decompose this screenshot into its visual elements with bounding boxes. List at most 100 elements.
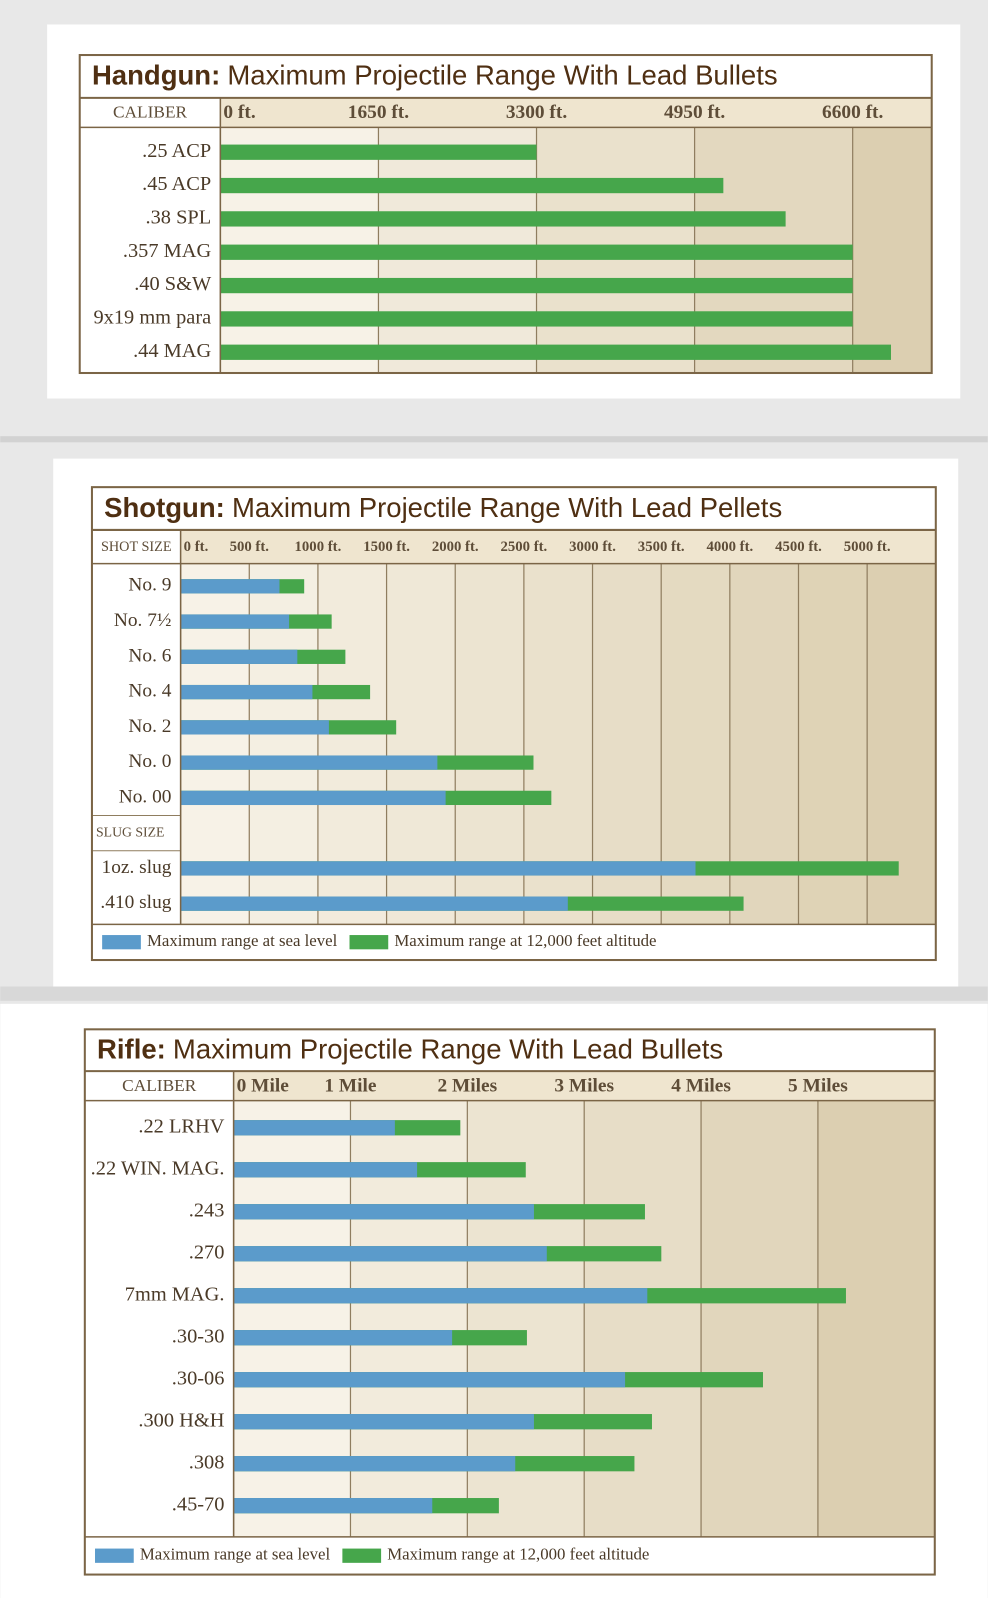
legend-swatch <box>342 1548 382 1563</box>
header-row <box>233 1071 935 1101</box>
frame-border <box>78 54 933 375</box>
bar <box>233 1414 534 1430</box>
y-tick-label: .30-06 <box>172 1367 225 1389</box>
x-tick-label: 3300 ft. <box>506 102 567 123</box>
bar <box>220 244 853 260</box>
y-tick-label: 9x19 mm para <box>93 307 211 329</box>
y-tick-label: .243 <box>189 1199 225 1221</box>
y-tick-label: 7mm MAG. <box>125 1283 225 1305</box>
chart-title: Maximum Projectile Range With Lead Pelle… <box>232 492 782 523</box>
chart-title: Maximum Projectile Range With Lead Bulle… <box>227 60 777 91</box>
x-tick-label: 0 ft. <box>184 539 209 555</box>
section-label: SLUG SIZE <box>96 824 164 839</box>
chart-title-prefix: Shotgun: <box>104 492 225 523</box>
y-axis-label: CALIBER <box>113 103 188 122</box>
y-tick-label: No. 6 <box>128 645 171 666</box>
bar <box>180 790 446 806</box>
legend-label: Maximum range at sea level <box>147 931 338 950</box>
y-axis-label: CALIBER <box>122 1076 197 1095</box>
bar <box>233 1498 433 1514</box>
bar <box>180 755 438 770</box>
x-tick-label: 0 ft. <box>223 102 255 123</box>
x-tick-label: 4000 ft. <box>706 539 753 555</box>
y-tick-label: No. 00 <box>119 786 172 807</box>
x-tick-label: 3000 ft. <box>569 539 616 555</box>
y-tick-label: .357 MAG <box>123 240 212 262</box>
y-tick-label: .308 <box>189 1451 225 1473</box>
bar <box>233 1330 453 1346</box>
column-band <box>584 1100 702 1537</box>
header-row <box>180 529 936 564</box>
y-tick-label: No. 4 <box>128 681 171 702</box>
bar <box>233 1456 516 1472</box>
column-band <box>852 127 932 374</box>
x-tick-label: 6600 ft. <box>822 102 883 123</box>
bar <box>220 144 537 160</box>
y-tick-label: 1oz. slug <box>102 857 172 878</box>
y-axis-label: SHOT SIZE <box>101 539 172 555</box>
y-tick-label: .300 H&H <box>138 1409 224 1431</box>
bar <box>233 1246 547 1262</box>
bar <box>220 211 786 227</box>
y-tick-label: .22 WIN. MAG. <box>91 1157 225 1179</box>
bar <box>233 1162 418 1178</box>
x-tick-label: 2500 ft. <box>501 539 548 555</box>
bar <box>233 1288 648 1304</box>
bar <box>180 720 329 735</box>
y-tick-label: .22 LRHV <box>138 1115 224 1137</box>
chart-title-prefix: Handgun: <box>92 60 220 91</box>
legend-label: Maximum range at 12,000 feet altitude <box>394 931 656 950</box>
chart-title: Maximum Projectile Range With Lead Bulle… <box>173 1034 723 1065</box>
y-tick-label: .30-30 <box>172 1325 225 1347</box>
y-tick-label: No. 0 <box>128 751 171 772</box>
bar <box>180 861 696 876</box>
y-tick-label: .25 ACP <box>142 140 211 162</box>
legend-label: Maximum range at sea level <box>140 1545 331 1564</box>
x-tick-label: 4 Miles <box>671 1075 731 1096</box>
bar <box>233 1120 395 1136</box>
legend-swatch <box>349 935 389 950</box>
bar <box>180 579 280 594</box>
bar <box>180 649 298 664</box>
bar <box>233 1372 626 1388</box>
y-tick-label: .270 <box>189 1241 225 1263</box>
y-tick-label: .45 ACP <box>142 173 211 195</box>
bar <box>233 1204 534 1220</box>
x-tick-label: 2000 ft. <box>432 539 479 555</box>
y-tick-label: .40 S&W <box>134 273 212 295</box>
y-tick-label: .45-70 <box>172 1493 225 1515</box>
chart-title-prefix: Rifle: <box>97 1034 166 1065</box>
x-tick-label: 2 Miles <box>437 1075 497 1096</box>
bar <box>220 311 853 327</box>
legend-swatch <box>95 1548 134 1563</box>
y-tick-label: No. 9 <box>128 575 171 596</box>
bar <box>180 896 568 911</box>
column-band <box>701 1100 818 1537</box>
x-tick-label: 1000 ft. <box>295 539 342 555</box>
y-tick-label: .44 MAG <box>133 340 211 362</box>
x-tick-label: 5 Miles <box>788 1075 848 1096</box>
legend-swatch <box>102 935 141 950</box>
x-tick-label: 3 Miles <box>554 1075 614 1096</box>
bar <box>220 344 892 360</box>
x-tick-label: 500 ft. <box>230 539 270 555</box>
column-band <box>817 1100 935 1537</box>
header-row <box>220 97 932 128</box>
y-tick-label: No. 7½ <box>114 610 172 631</box>
legend-label: Maximum range at 12,000 feet altitude <box>387 1545 649 1564</box>
bar <box>180 684 313 700</box>
divider <box>0 436 988 443</box>
y-tick-label: .38 SPL <box>146 207 212 229</box>
x-tick-label: 1 Mile <box>324 1075 377 1096</box>
y-tick-label: No. 2 <box>128 716 171 737</box>
x-tick-label: 4500 ft. <box>775 539 822 555</box>
x-tick-label: 3500 ft. <box>638 539 685 555</box>
x-tick-label: 1500 ft. <box>363 539 410 555</box>
x-tick-label: 0 Mile <box>237 1075 290 1096</box>
x-tick-label: 5000 ft. <box>844 539 891 555</box>
y-tick-label: .410 slug <box>100 892 171 913</box>
x-tick-label: 4950 ft. <box>664 102 725 123</box>
frame-border <box>83 1028 936 1576</box>
